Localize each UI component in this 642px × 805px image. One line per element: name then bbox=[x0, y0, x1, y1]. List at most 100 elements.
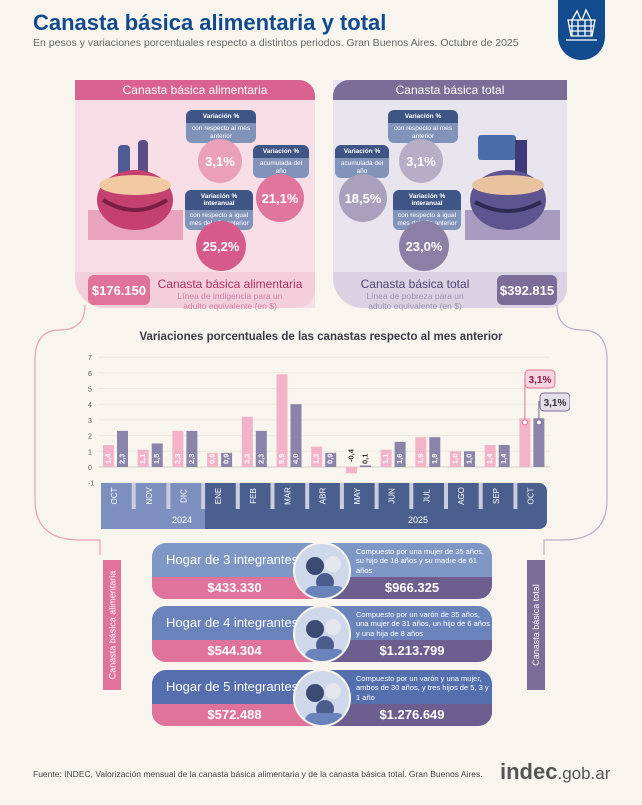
callout-value: 3,1% bbox=[544, 398, 567, 409]
month-label: OCT bbox=[110, 487, 119, 504]
household-cbt-value: $1.276.649 bbox=[332, 704, 492, 726]
bar-cbt bbox=[325, 452, 337, 467]
year-label: 2024 bbox=[172, 515, 192, 525]
month-label: DIC bbox=[180, 489, 189, 503]
month-separator bbox=[374, 483, 379, 509]
bar-cbt bbox=[255, 430, 267, 467]
bar-cba bbox=[276, 374, 288, 467]
month-label: NOV bbox=[145, 487, 154, 505]
bar-cbt bbox=[359, 465, 371, 467]
callout-dot bbox=[535, 419, 542, 426]
cbt-amount: $392.815 bbox=[497, 275, 557, 305]
bar-value-label: 0,9 bbox=[208, 454, 217, 464]
cbt-monthly-value: 3,1% bbox=[399, 139, 443, 183]
page-subtitle: En pesos y variaciones porcentuales resp… bbox=[33, 37, 519, 49]
bar-value-label: -0,4 bbox=[346, 448, 355, 462]
indec-logo[interactable]: indec.gob.ar bbox=[500, 759, 611, 784]
bar-value-label: 2,3 bbox=[187, 454, 196, 464]
household-cba-value: $433.330 bbox=[152, 577, 317, 599]
bar-cba bbox=[241, 416, 253, 467]
y-tick-label: 4 bbox=[88, 402, 92, 409]
cba-desc: Línea de indigencia para un adulto equiv… bbox=[177, 291, 283, 312]
bar-cba bbox=[450, 451, 461, 467]
cbt-label: Canasta básica total bbox=[360, 277, 470, 291]
cba-amount: $176.150 bbox=[88, 275, 150, 305]
bar-value-label: 0,9 bbox=[222, 454, 231, 464]
callout-dot bbox=[521, 419, 528, 426]
month-separator bbox=[513, 483, 518, 509]
callout-box bbox=[539, 392, 570, 412]
bar-cbt bbox=[533, 418, 545, 467]
y-tick-label: 5 bbox=[88, 387, 92, 394]
y-tick-label: 7 bbox=[88, 355, 92, 362]
household-desc: Compuesto por una mujer de 35 años, su h… bbox=[356, 547, 484, 575]
household-label: Hogar de 4 integrantes bbox=[166, 615, 299, 630]
bar-value-label: 1,1 bbox=[138, 454, 147, 464]
cbt-header: Canasta básica total bbox=[333, 80, 567, 100]
bracket-lines bbox=[34, 304, 608, 555]
cba-basket-illustration bbox=[88, 140, 183, 245]
bar-value-label: 1,9 bbox=[430, 454, 439, 464]
bar-value-label: 2,3 bbox=[173, 454, 182, 464]
bar-cbt bbox=[429, 437, 441, 467]
household-cba-value: $572.488 bbox=[152, 704, 317, 726]
household-row: Hogar de 5 integrantes Compuesto por un … bbox=[152, 670, 492, 726]
bar-value-label: 2,3 bbox=[256, 454, 265, 464]
cba-header: Canasta básica alimentaria bbox=[75, 80, 315, 100]
household-label: Hogar de 5 integrantes bbox=[166, 679, 299, 694]
month-label: MAR bbox=[284, 487, 293, 505]
household-desc: Compuesto por un varón de 35 años, una m… bbox=[356, 610, 490, 638]
bar-cba bbox=[345, 467, 357, 474]
month-separator bbox=[166, 483, 171, 509]
bar-value-label: 5,9 bbox=[277, 454, 286, 464]
bar-cbt bbox=[151, 443, 163, 467]
month-label: MAY bbox=[353, 487, 362, 504]
cbt-basket-illustration bbox=[460, 130, 560, 245]
month-label: ABR bbox=[318, 488, 327, 505]
family-avatar bbox=[293, 542, 351, 600]
side-label-cbt: Canasta básica total bbox=[527, 560, 545, 690]
bar-cbt bbox=[394, 441, 406, 467]
bar-value-label: 4,0 bbox=[291, 454, 300, 464]
bar-cba bbox=[172, 430, 184, 467]
bar-cba bbox=[311, 446, 323, 467]
household-cba-value: $544.304 bbox=[152, 640, 317, 662]
callout-box bbox=[524, 369, 556, 389]
bar-value-label: 1,4 bbox=[485, 453, 494, 464]
bar-value-label: 0,1 bbox=[360, 454, 369, 464]
bar-value-label: 1,3 bbox=[312, 454, 321, 464]
y-tick-label: 6 bbox=[88, 371, 92, 378]
household-label: Hogar de 3 integrantes bbox=[166, 552, 299, 567]
month-separator bbox=[305, 483, 310, 509]
month-separator bbox=[409, 483, 414, 509]
bar-cbt bbox=[221, 452, 233, 467]
y-tick-label: 3 bbox=[88, 418, 92, 425]
household-cbt-value: $966.325 bbox=[332, 577, 492, 599]
bar-value-label: 1,6 bbox=[395, 454, 404, 464]
household-desc: Compuesto por un varón y una mujer, ambo… bbox=[356, 674, 489, 702]
bar-value-label: 1,0 bbox=[464, 454, 473, 464]
month-label: JUL bbox=[422, 488, 431, 503]
footer-source: Fuente: INDEC, Valorización mensual de l… bbox=[33, 769, 483, 779]
month-separator bbox=[478, 483, 483, 509]
bar-cba bbox=[137, 449, 149, 467]
month-separator bbox=[201, 483, 206, 509]
month-label: OCT bbox=[527, 487, 536, 504]
y-tick-label: 1 bbox=[88, 449, 92, 456]
month-separator bbox=[444, 483, 448, 509]
family-avatar bbox=[293, 605, 351, 663]
cba-monthly-value: 3,1% bbox=[198, 139, 242, 183]
bar-value-label: 2,3 bbox=[117, 454, 126, 464]
y-tick-label: 2 bbox=[88, 434, 92, 441]
cba-monthly-label: Variación % con respecto al mes anterior bbox=[186, 110, 256, 144]
bar-cbt bbox=[498, 445, 510, 467]
bar-value-label: 1,4 bbox=[103, 453, 112, 464]
month-label: SEP bbox=[492, 488, 501, 504]
bar-value-label: 3,2 bbox=[242, 454, 251, 464]
bar-cba bbox=[103, 445, 114, 467]
bar-value-label: 0,9 bbox=[326, 454, 335, 464]
bar-cba bbox=[519, 418, 531, 467]
month-separator bbox=[131, 483, 136, 509]
year-band-2024 bbox=[101, 483, 205, 529]
cbt-monthly-label: Variación % con respecto al mes anterior bbox=[388, 110, 458, 144]
